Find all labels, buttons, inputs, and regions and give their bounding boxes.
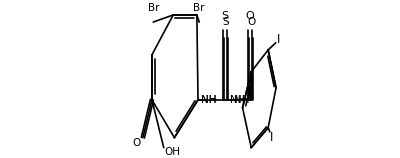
Text: NH: NH xyxy=(201,95,216,105)
Text: S: S xyxy=(222,17,229,27)
Text: Br: Br xyxy=(148,3,159,13)
Text: I: I xyxy=(277,33,280,46)
Text: NH: NH xyxy=(201,95,216,105)
Text: S: S xyxy=(221,11,228,21)
Text: I: I xyxy=(270,131,274,144)
Text: NH: NH xyxy=(230,95,245,105)
Text: O: O xyxy=(246,11,254,21)
Text: OH: OH xyxy=(164,147,180,157)
Text: NH: NH xyxy=(234,95,250,105)
Text: O: O xyxy=(247,17,255,27)
Text: Br: Br xyxy=(194,3,205,13)
Text: O: O xyxy=(132,138,140,148)
